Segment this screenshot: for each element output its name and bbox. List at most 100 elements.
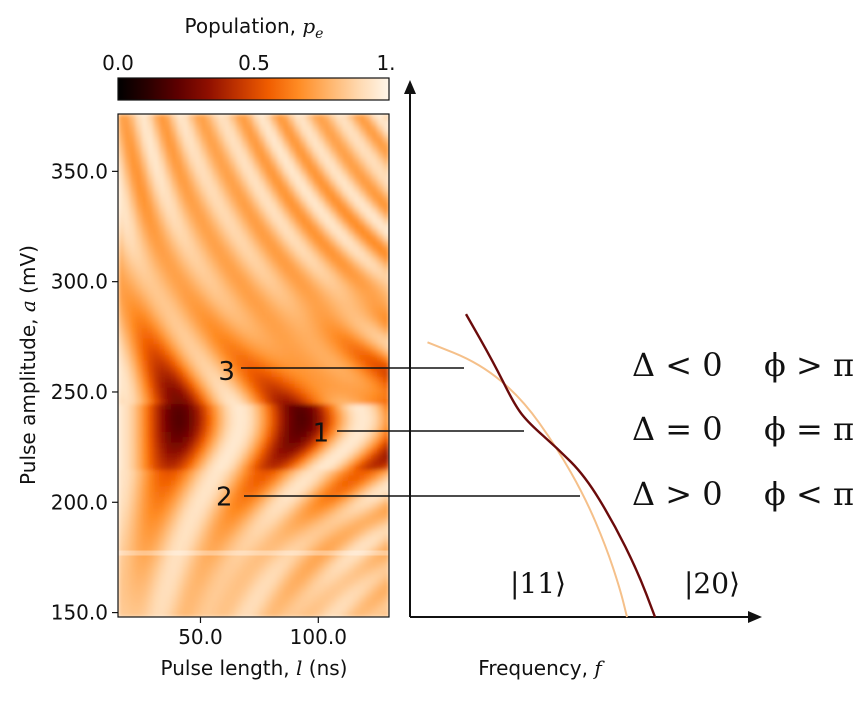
heatmap-cell (312, 338, 319, 345)
heatmap-cell (300, 310, 308, 317)
heatmap-cell (188, 119, 196, 126)
heatmap-cell (365, 174, 372, 181)
heatmap-cell (194, 589, 202, 596)
heatmap-cell (182, 496, 190, 503)
heatmap-cell (347, 480, 355, 487)
heatmap-cell (300, 480, 308, 487)
heatmap-cell (377, 239, 384, 246)
heatmap-cell (318, 343, 325, 350)
heatmap-cell (253, 316, 260, 323)
heatmap-cell (282, 463, 290, 470)
heatmap-cell (294, 256, 302, 263)
heatmap-cell (218, 217, 225, 224)
heatmap-cell (200, 261, 207, 268)
heatmap-cell (383, 545, 389, 552)
heatmap-cell (247, 190, 255, 197)
heatmap-cell (129, 513, 137, 520)
heatmap-cell (229, 130, 237, 137)
heatmap-cell (135, 529, 143, 536)
heatmap-cell (324, 491, 331, 498)
heatmap-cell (141, 349, 149, 356)
heatmap-cell (171, 135, 178, 142)
heatmap-cell (135, 196, 143, 203)
heatmap-cell (294, 196, 302, 203)
heatmap-cell (212, 256, 219, 263)
heatmap-cell (247, 223, 255, 230)
heatmap-cell (218, 157, 225, 164)
heatmap-cell (335, 567, 343, 574)
heatmap-cell (371, 256, 378, 263)
heatmap-cell (294, 141, 302, 148)
heatmap-cell (294, 310, 302, 317)
heatmap-cell (224, 562, 231, 569)
heatmap-cell (141, 217, 149, 224)
heatmap-cell (206, 562, 213, 569)
heatmap-cell (300, 217, 308, 224)
heatmap-cell (224, 114, 231, 121)
heatmap-cell (241, 316, 249, 323)
heatmap-cell (224, 381, 231, 388)
heatmap-cell (171, 480, 178, 487)
heatmap-cell (206, 305, 213, 312)
heatmap-cell (318, 234, 325, 241)
heatmap-cell (330, 245, 337, 252)
heatmap-cell (312, 496, 319, 503)
heatmap-cell (359, 217, 367, 224)
heatmap-cell (218, 283, 225, 290)
heatmap-cell (306, 595, 314, 602)
heatmap-cell (312, 447, 319, 454)
heatmap-cell (300, 360, 308, 367)
heatmap-cell (188, 409, 196, 416)
heatmap-cell (341, 398, 349, 405)
heatmap-cell (365, 327, 372, 334)
heatmap-cell (347, 152, 355, 159)
heatmap-cell (182, 223, 190, 230)
heatmap-cell (176, 600, 184, 607)
heatmap-cell (318, 267, 325, 274)
heatmap-cell (171, 463, 178, 470)
colorbar-tick-label: 0.5 (238, 51, 270, 75)
heatmap-cell (253, 524, 260, 531)
heatmap-cell (135, 513, 143, 520)
heatmap-cell (306, 201, 314, 208)
colorbar-title: Population, pe (185, 14, 324, 42)
heatmap-cell (324, 316, 331, 323)
heatmap-cell (123, 316, 131, 323)
heatmap-cell (171, 283, 178, 290)
heatmap-cell (224, 452, 231, 460)
heatmap-cell (188, 529, 196, 536)
heatmap-cell (147, 338, 154, 345)
heatmap-cell (253, 551, 260, 558)
heatmap-cell (253, 595, 260, 602)
heatmap-cell (318, 589, 325, 596)
heatmap-cell (147, 376, 154, 383)
heatmap-cell (224, 595, 231, 602)
heatmap-cell (247, 299, 255, 306)
heatmap-cell (159, 431, 166, 438)
heatmap-cell (188, 463, 196, 470)
heatmap-cell (371, 327, 378, 334)
heatmap-cell (241, 163, 249, 170)
heatmap-cell (300, 201, 308, 208)
heatmap-cell (194, 403, 202, 410)
heatmap-cell (123, 502, 131, 509)
heatmap-cell (218, 545, 225, 552)
heatmap-cell (224, 283, 231, 290)
heatmap-cell (176, 431, 184, 438)
heatmap-cell (241, 431, 249, 438)
heatmap-cell (324, 392, 331, 399)
heatmap-cell (188, 185, 196, 192)
heatmap-cell (218, 349, 225, 356)
heatmap-cell (176, 146, 184, 153)
heatmap-cell (135, 338, 143, 345)
heatmap-cell (371, 600, 378, 607)
heatmap-cell (141, 409, 149, 416)
heatmap-cell (318, 332, 325, 339)
heatmap-cell (206, 185, 213, 192)
heatmap-cell (165, 545, 172, 552)
heatmap-cell (282, 239, 290, 246)
heatmap-cell (265, 135, 272, 142)
heatmap-cell (188, 179, 196, 186)
heatmap-cell (200, 239, 207, 246)
heatmap-cell (135, 485, 143, 492)
